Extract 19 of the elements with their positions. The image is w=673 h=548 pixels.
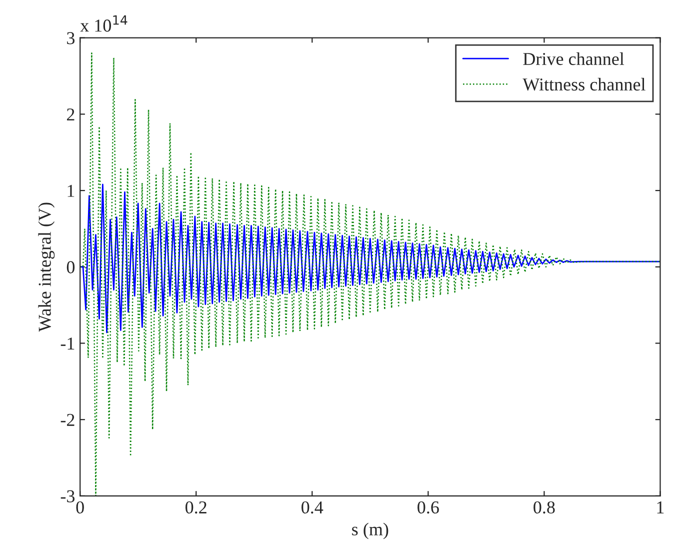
x-tick-label: 0: [76, 501, 84, 514]
y-tick-label: -3: [60, 490, 75, 502]
line-series: [80, 184, 660, 334]
text: x 10$^{14}$: [80, 15, 128, 32]
y-tick-label: 1: [68, 184, 74, 197]
x-tick-label: 0.8: [534, 501, 555, 514]
x-tick-label: 0.6: [418, 501, 439, 514]
y-tick-label: 0: [66, 261, 75, 274]
legend-label: Wittness channel: [522, 78, 646, 91]
x-tick-label: 1: [657, 501, 664, 514]
y-tick-label: -1: [60, 338, 74, 350]
x-tick-label: 0.4: [302, 501, 324, 514]
y-tick-label: 3: [67, 32, 75, 44]
y-tick-label: -2: [60, 414, 74, 426]
x-tick-label: 0.2: [186, 501, 206, 514]
y-axis-title: Wake integral (V): [38, 202, 55, 332]
x-axis-title: s (m): [352, 522, 388, 540]
y-tick-label: 2: [66, 108, 74, 120]
legend-label: Drive channel: [523, 52, 624, 66]
